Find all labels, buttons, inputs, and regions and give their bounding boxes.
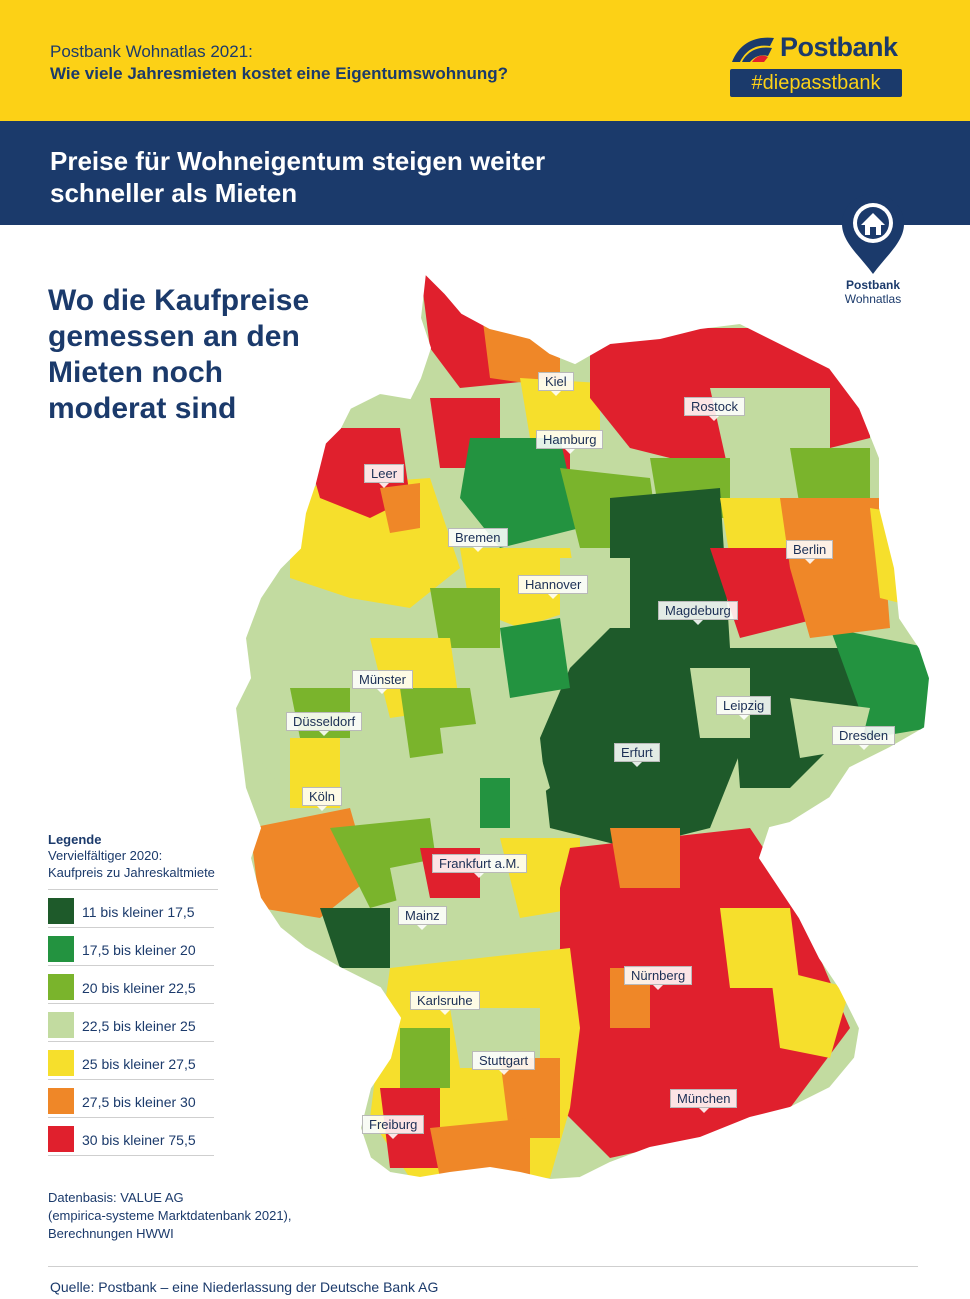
city-label-erfurt: Erfurt xyxy=(614,743,660,767)
legend-label: 20 bis kleiner 22,5 xyxy=(82,980,196,996)
legend-item: 17,5 bis kleiner 20 xyxy=(48,928,214,966)
city-label-karlsruhe: Karlsruhe xyxy=(410,991,480,1015)
logo-wordmark: Postbank xyxy=(780,32,898,62)
city-label-stuttgart: Stuttgart xyxy=(472,1051,536,1075)
city-label-leer: Leer xyxy=(364,464,405,488)
map-shape xyxy=(233,270,932,1182)
legend-item: 27,5 bis kleiner 30 xyxy=(48,1080,214,1118)
legend-label: 22,5 bis kleiner 25 xyxy=(82,1018,196,1034)
city-label-kiel: Kiel xyxy=(538,372,574,396)
city-label-magdeburg: Magdeburg xyxy=(658,601,738,625)
legend-label: 17,5 bis kleiner 20 xyxy=(82,942,196,958)
legend-swatch xyxy=(48,1012,74,1038)
legend-label: 25 bis kleiner 27,5 xyxy=(82,1056,196,1072)
legend-item: 22,5 bis kleiner 25 xyxy=(48,1004,214,1042)
badge-line-2: Wohnatlas xyxy=(844,292,902,306)
legend-subtitle-2: Kaufpreis zu Jahreskaltmiete xyxy=(48,865,215,880)
city-label-rostock: Rostock xyxy=(684,397,745,421)
city-label-nuernberg: Nürnberg xyxy=(624,966,693,990)
city-label-muenster: Münster xyxy=(352,670,413,694)
legend-label: 30 bis kleiner 75,5 xyxy=(82,1132,196,1148)
data-source-line-3: Berechnungen HWWI xyxy=(48,1226,174,1241)
legend-swatch xyxy=(48,1050,74,1076)
postbank-logo-icon xyxy=(732,37,774,62)
legend-item: 20 bis kleiner 22,5 xyxy=(48,966,214,1004)
house-pin-icon xyxy=(842,194,904,274)
city-label-duesseldorf: Düsseldorf xyxy=(286,712,363,736)
city-label-bremen: Bremen xyxy=(448,528,508,552)
legend-swatch xyxy=(48,974,74,1000)
legend-subtitle-1: Vervielfältiger 2020: xyxy=(48,848,163,863)
city-label-dresden: Dresden xyxy=(832,726,896,750)
city-label-koeln: Köln xyxy=(302,787,343,811)
city-label-frankfurt: Frankfurt a.M. xyxy=(432,854,527,878)
city-label-freiburg: Freiburg xyxy=(362,1115,425,1139)
header-line-1: Postbank Wohnatlas 2021: xyxy=(50,42,253,61)
subheadline: Wo die Kaufpreise gemessen an den Mieten… xyxy=(48,284,310,425)
city-label-leipzig: Leipzig xyxy=(716,696,772,720)
top-header-bar: Postbank Wohnatlas 2021: Wie viele Jahre… xyxy=(0,0,970,121)
germany-choropleth-map: Kiel Rostock Hamburg Leer Bremen Berlin … xyxy=(230,268,950,1268)
city-label-hannover: Hannover xyxy=(518,575,589,599)
legend-item: 30 bis kleiner 75,5 xyxy=(48,1118,214,1156)
map-legend: Legende Vervielfältiger 2020: Kaufpreis … xyxy=(48,832,218,1156)
legend-swatch xyxy=(48,936,74,962)
city-label-muenchen: München xyxy=(670,1089,738,1113)
headline-banner: Preise für Wohneigentum steigen weiter s… xyxy=(0,121,970,225)
legend-rows: 11 bis kleiner 17,5 17,5 bis kleiner 20 20… xyxy=(48,889,218,1156)
wohnatlas-badge: Postbank Wohnatlas xyxy=(836,190,910,310)
header-line-2: Wie viele Jahresmieten kostet eine Eigen… xyxy=(50,64,509,83)
legend-swatch xyxy=(48,1088,74,1114)
city-label-berlin: Berlin xyxy=(786,540,834,564)
logo-tagline: #diepasstbank xyxy=(730,69,902,97)
legend-item: 11 bis kleiner 17,5 xyxy=(48,890,214,928)
legend-title: Legende xyxy=(48,832,102,847)
city-label-hamburg: Hamburg xyxy=(536,430,604,454)
legend-label: 11 bis kleiner 17,5 xyxy=(82,904,195,920)
city-label-mainz: Mainz xyxy=(398,906,447,930)
footer-divider xyxy=(48,1266,918,1267)
data-source-line-1: Datenbasis: VALUE AG xyxy=(48,1190,184,1205)
legend-swatch xyxy=(48,898,74,924)
footer-source: Quelle: Postbank – eine Niederlassung de… xyxy=(50,1279,439,1295)
data-source-line-2: (empirica-systeme Marktdatenbank 2021), xyxy=(48,1208,292,1223)
badge-line-1: Postbank xyxy=(845,278,900,292)
banner-title: Preise für Wohneigentum steigen weiter s… xyxy=(50,146,546,208)
postbank-logo: Postbank #diepasstbank xyxy=(728,28,908,100)
legend-item: 25 bis kleiner 27,5 xyxy=(48,1042,214,1080)
legend-swatch xyxy=(48,1126,74,1152)
legend-label: 27,5 bis kleiner 30 xyxy=(82,1094,196,1110)
data-source-note: Datenbasis: VALUE AG (empirica-systeme M… xyxy=(48,1189,348,1243)
